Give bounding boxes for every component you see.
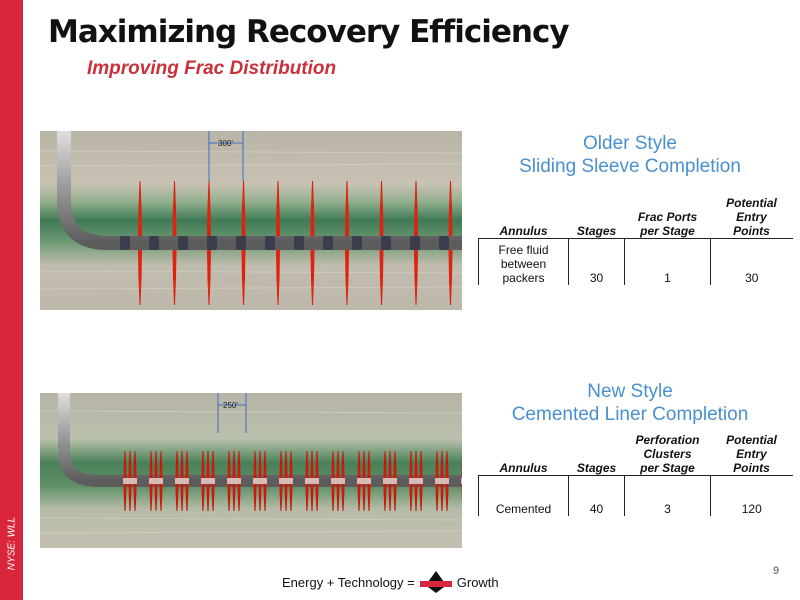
packer [439,236,449,250]
table-cell: 120 [710,475,793,516]
perforation-cluster [305,478,319,484]
perforation-cluster [149,478,163,484]
perforation-cluster [383,478,397,484]
new-style-title: New Style Cemented Liner Completion [511,381,749,425]
perforation-cluster [227,478,241,484]
packer [381,236,391,250]
table-header: Perforation Clusters per Stage [635,433,700,475]
perforation-cluster [279,478,293,484]
packer [323,236,333,250]
table-header: Potential Entry Points [726,196,777,238]
slide-title: Maximizing Recovery Efficiency [48,14,570,50]
perforation-cluster [331,478,345,484]
table-cell: 30 [710,238,793,285]
table-cell: 1 [624,238,711,285]
page-number: 9 [773,565,780,577]
perforation-cluster [175,478,189,484]
older-style-table: Annulus Stages Frac Ports per Stage Potentia… [478,196,793,285]
table-header: Annulus [499,461,548,475]
table-header: Annulus [499,224,548,238]
perforation-cluster [253,478,267,484]
whiting-logo-icon [419,571,452,593]
packer [265,236,275,250]
perforation-cluster [123,478,137,484]
perforation-cluster [435,478,449,484]
table-cell: 40 [568,475,625,516]
packer [207,236,217,250]
sliding-sleeve-diagram: 300' [40,131,462,310]
footer-tagline: Energy + Technology = Growth [282,570,499,594]
cemented-liner-diagram: 250' [40,393,462,548]
footer-right-text: Growth [456,574,499,590]
side-bar [0,0,23,600]
table-cell: Free fluid between packers [478,238,569,285]
packer [120,236,130,250]
stage-spacing-label: 300' [218,139,233,148]
new-style-table: Annulus Stages Perforation Clusters per Stag… [478,433,793,516]
table-header: Stages [576,461,617,475]
packer [178,236,188,250]
table-header: Potential Entry Points [726,433,777,475]
ticker-label: NYSE: WLL [6,516,18,571]
perforation-cluster [201,478,215,484]
table-cell: 30 [568,238,625,285]
older-style-title: Older Style Sliding Sleeve Completion [519,133,741,177]
packer [410,236,420,250]
footer-left-text: Energy + Technology = [282,574,415,590]
perforation-cluster [357,478,371,484]
table-header: Stages [576,224,617,238]
table-cell: Cemented [478,475,569,516]
packer [149,236,159,250]
table-cell: 3 [624,475,711,516]
packer [236,236,246,250]
packer [352,236,362,250]
table-header: Frac Ports per Stage [637,210,698,238]
stage-spacing-label: 250' [223,401,238,410]
perforation-cluster [409,478,423,484]
perforation-cluster [461,478,462,484]
slide-subtitle: Improving Frac Distribution [87,58,337,79]
packer [294,236,304,250]
